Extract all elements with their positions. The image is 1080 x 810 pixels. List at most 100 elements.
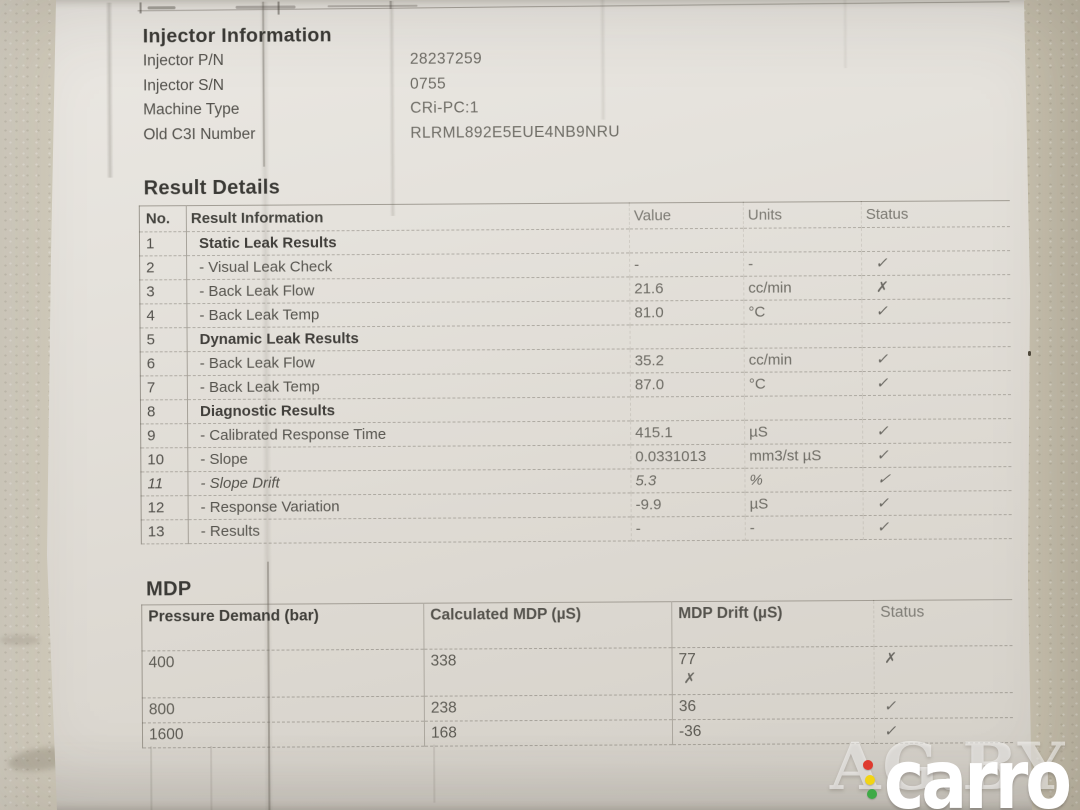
row-name: - Results xyxy=(200,522,261,540)
row-value: 415.1 xyxy=(630,420,745,445)
mdp-calculated: 238 xyxy=(424,694,673,722)
row-name: - Back Leak Temp xyxy=(199,305,320,324)
row-no: 9 xyxy=(140,423,188,448)
paper-crease xyxy=(105,2,114,178)
row-units: µS xyxy=(745,491,864,517)
mdp-calculated: 168 xyxy=(424,719,673,747)
mdp-column-header: Pressure Demand (bar) xyxy=(148,607,319,626)
column-header: Result Information xyxy=(190,208,324,227)
check-icon: ✓ xyxy=(875,446,892,464)
field-label: Injector S/N xyxy=(142,76,225,94)
traffic-light-green-dot-icon xyxy=(867,789,877,799)
row-no: 12 xyxy=(141,495,189,520)
column-header: Value xyxy=(629,202,744,229)
result-details-title: Result Details xyxy=(143,176,281,200)
row-name: - Back Leak Temp xyxy=(199,377,320,396)
check-icon: ✓ xyxy=(875,350,892,368)
row-no: 4 xyxy=(139,303,188,328)
print-artifact xyxy=(235,5,296,9)
column-header: No. xyxy=(139,205,187,232)
row-status: ✓ xyxy=(861,298,1011,324)
row-units: °C xyxy=(743,299,863,325)
row-value xyxy=(630,396,745,421)
row-no: 6 xyxy=(140,351,188,376)
row-value: 5.3 xyxy=(630,468,746,493)
row-units: µS xyxy=(744,419,863,445)
row-status: ✓ xyxy=(863,490,1012,516)
row-value: - xyxy=(631,516,746,541)
row-name: - Visual Leak Check xyxy=(199,257,333,276)
row-status: ✓ xyxy=(863,514,1012,540)
check-icon: ✓ xyxy=(876,518,893,536)
print-artifact xyxy=(277,1,280,15)
row-status: ✓ xyxy=(862,442,1011,468)
cross-icon: ✗ xyxy=(884,650,898,667)
row-status xyxy=(861,226,1010,252)
cross-icon: ✗ xyxy=(875,279,889,296)
traffic-light-red-dot-icon xyxy=(863,760,873,770)
row-units: - xyxy=(745,515,864,541)
row-name: - Slope xyxy=(200,450,248,468)
row-name: Diagnostic Results xyxy=(199,401,336,420)
field-value: 28237259 xyxy=(409,50,483,68)
field-value: RLRML892E5EUE4NB9NRU xyxy=(410,123,620,142)
mdp-title: MDP xyxy=(146,578,192,601)
row-no: 11 xyxy=(140,471,189,496)
wall-smudge xyxy=(0,635,40,645)
row-units: cc/min xyxy=(744,347,863,373)
paper-crease xyxy=(150,746,153,810)
row-value xyxy=(630,324,745,349)
traffic-light-yellow-dot-icon xyxy=(865,775,875,785)
paper-edge-speck xyxy=(1028,351,1031,356)
paper-crease xyxy=(842,0,848,69)
mdp-calculated: 338 xyxy=(423,647,673,697)
row-name: - Back Leak Flow xyxy=(199,281,315,300)
row-units: °C xyxy=(744,371,863,397)
row-status xyxy=(862,322,1011,348)
print-artifact xyxy=(147,6,176,10)
paper-crease xyxy=(210,746,213,810)
row-name: Dynamic Leak Results xyxy=(199,329,359,348)
row-status: ✓ xyxy=(862,346,1011,372)
check-icon: ✓ xyxy=(875,494,893,512)
paper-crease xyxy=(433,744,436,803)
mdp-column-header: MDP Drift (µS) xyxy=(671,600,874,648)
row-status: ✗ xyxy=(861,274,1010,300)
field-value: 0755 xyxy=(409,75,447,93)
row-status: ✓ xyxy=(862,466,1012,492)
row-value: 81.0 xyxy=(629,300,745,325)
mdp-column-header: Calculated MDP (µS) xyxy=(423,601,672,650)
row-no: 1 xyxy=(139,231,187,256)
row-value xyxy=(629,228,744,253)
row-no: 10 xyxy=(140,447,188,472)
mdp-status: ✗ xyxy=(873,645,1013,694)
row-no: 8 xyxy=(140,399,188,424)
row-value: 21.6 xyxy=(629,276,744,301)
row-units xyxy=(744,323,863,349)
mdp-drift-value: 77 xyxy=(678,651,696,669)
row-units xyxy=(743,227,862,253)
mdp-status: ✓ xyxy=(874,692,1013,719)
row-value: - xyxy=(629,252,744,277)
check-icon: ✓ xyxy=(875,422,892,440)
row-status: ✓ xyxy=(861,250,1010,276)
row-name: Static Leak Results xyxy=(198,233,337,252)
row-status xyxy=(862,394,1011,420)
injector-information-title: Injector Information xyxy=(142,24,332,48)
mdp-column-header: Status xyxy=(873,599,1012,647)
row-name: - Calibrated Response Time xyxy=(200,425,387,444)
mdp-pressure: 800 xyxy=(148,701,175,719)
row-value: 87.0 xyxy=(630,372,745,397)
field-label: Old C3I Number xyxy=(143,125,256,143)
row-value: 0.0331013 xyxy=(630,444,745,469)
row-status: ✓ xyxy=(862,370,1011,396)
mdp-row: 400 338 77 ✗ ✗ xyxy=(141,645,1013,698)
mdp-drift: 77 ✗ xyxy=(671,646,875,695)
mdp-pressure: 1600 xyxy=(148,726,184,744)
result-row: 13- Results - - ✓ xyxy=(141,514,1012,544)
row-units: % xyxy=(744,467,864,493)
row-units: mm3/st µS xyxy=(744,443,863,469)
